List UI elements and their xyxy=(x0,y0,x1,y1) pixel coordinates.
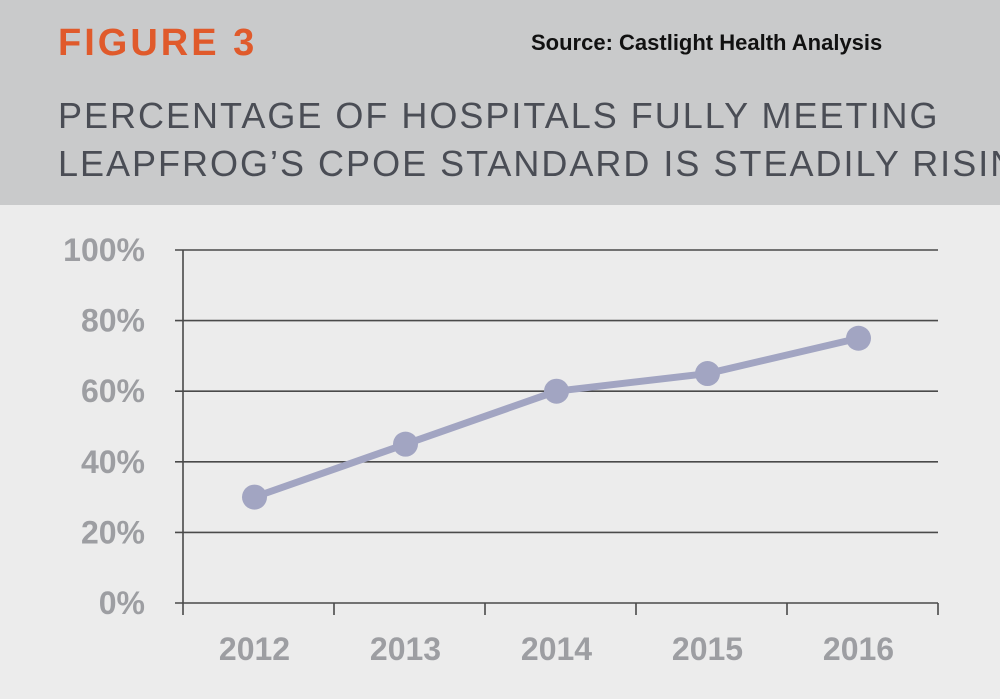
y-tick-label: 100% xyxy=(63,232,145,268)
y-tick-label: 20% xyxy=(81,514,145,550)
header-band: FIGURE 3 Source: Castlight Health Analys… xyxy=(0,0,1000,205)
y-tick-label: 80% xyxy=(81,303,145,339)
y-tick-label: 60% xyxy=(81,373,145,409)
y-tick-label: 40% xyxy=(81,444,145,480)
chart-title-line-1: PERCENTAGE OF HOSPITALS FULLY MEETING xyxy=(58,95,940,136)
data-point-2015 xyxy=(695,361,720,387)
data-point-2014 xyxy=(544,378,569,404)
data-point-2012 xyxy=(242,484,267,510)
x-tick-label: 2012 xyxy=(219,631,290,667)
series-line-group xyxy=(242,325,871,510)
data-point-2013 xyxy=(393,431,418,457)
figure-label: FIGURE 3 xyxy=(58,22,258,64)
data-point-2016 xyxy=(846,325,871,351)
source-note: Source: Castlight Health Analysis xyxy=(531,30,883,55)
series-line xyxy=(251,334,862,501)
x-tick-labels: 2012 2013 2014 2015 2016 xyxy=(219,631,894,667)
gridlines xyxy=(175,249,938,604)
chart-title-line-2: LEAPFROG’S CPOE STANDARD IS STEADILY RIS… xyxy=(58,143,1000,184)
line-chart: 0% 20% 40% 60% 80% 100% 2012 2013 2014 2015 2016 xyxy=(63,232,939,667)
x-axis xyxy=(182,250,939,615)
y-tick-labels: 0% 20% 40% 60% 80% 100% xyxy=(63,232,145,621)
chart-title: PERCENTAGE OF HOSPITALS FULLY MEETING LE… xyxy=(58,92,1000,188)
x-tick-label: 2013 xyxy=(370,631,441,667)
x-tick-label: 2014 xyxy=(521,631,592,667)
x-tick-label: 2015 xyxy=(672,631,743,667)
y-tick-label: 0% xyxy=(99,585,145,621)
x-tick-label: 2016 xyxy=(823,631,894,667)
